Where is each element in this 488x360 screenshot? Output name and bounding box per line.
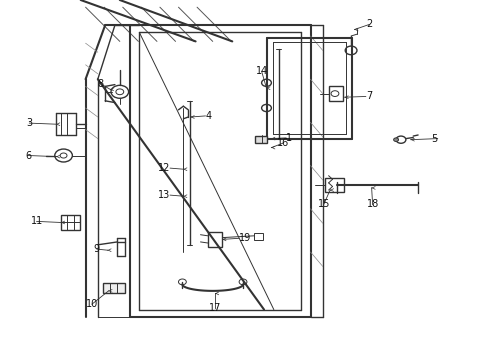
Bar <box>254 233 263 240</box>
Bar <box>255 136 267 143</box>
Bar <box>61 215 80 230</box>
Text: 9: 9 <box>94 244 100 254</box>
Text: 18: 18 <box>366 199 378 210</box>
Text: 11: 11 <box>30 216 43 226</box>
Text: 8: 8 <box>97 78 103 89</box>
Text: 13: 13 <box>158 190 170 200</box>
Bar <box>102 283 124 293</box>
Circle shape <box>393 138 398 141</box>
Text: 15: 15 <box>317 199 329 210</box>
Text: 6: 6 <box>25 150 31 161</box>
Text: 7: 7 <box>365 91 371 102</box>
Text: 17: 17 <box>208 303 221 313</box>
Text: 2: 2 <box>366 19 371 30</box>
Text: 5: 5 <box>430 134 437 144</box>
Text: 3: 3 <box>26 118 32 128</box>
Text: 4: 4 <box>205 111 211 121</box>
Text: 14: 14 <box>255 66 267 76</box>
Text: 10: 10 <box>85 299 98 309</box>
Text: 1: 1 <box>285 133 292 143</box>
Text: 19: 19 <box>238 233 250 243</box>
Text: 16: 16 <box>276 138 288 148</box>
Bar <box>325 178 343 192</box>
Text: 12: 12 <box>158 163 170 173</box>
Bar <box>207 232 222 247</box>
Bar <box>328 86 343 101</box>
